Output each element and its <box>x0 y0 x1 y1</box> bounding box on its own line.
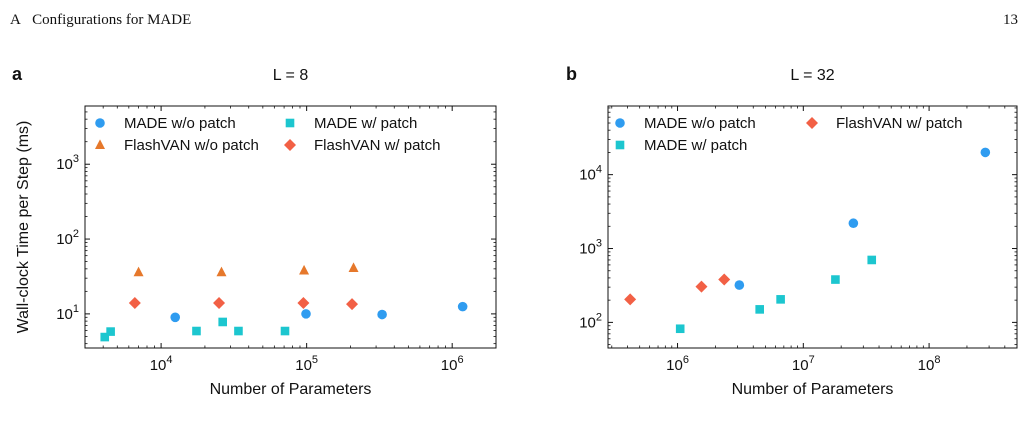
panel-a: a L = 8 104 105 106 101 102 103 Number of Parame… <box>12 64 497 398</box>
minor-ticks <box>608 106 1017 348</box>
x-tick-label: 106 <box>666 354 689 374</box>
legend-label: FlashVAN w/ patch <box>836 115 962 132</box>
y-tick-label: 102 <box>56 228 79 248</box>
series-flashvan-w-patch <box>128 296 359 311</box>
panel-label: b <box>566 64 577 84</box>
data-point <box>848 218 859 229</box>
data-point <box>695 280 708 293</box>
legend-marker <box>95 139 105 149</box>
panel-b: b L = 32 106 107 108 102 103 104 Number of Param… <box>566 64 1018 398</box>
data-point <box>624 293 637 306</box>
legend-label: MADE w/o patch <box>644 115 756 132</box>
legend-marker <box>615 140 625 150</box>
legend-label: MADE w/ patch <box>314 115 417 132</box>
legend-marker <box>95 118 105 128</box>
data-point <box>348 262 359 273</box>
legend-marker <box>285 118 295 128</box>
series-made-w-o-patch <box>170 301 468 323</box>
x-tick-label: 108 <box>918 354 941 374</box>
y-tick-label: 102 <box>579 311 602 331</box>
x-axis-label: Number of Parameters <box>210 381 372 398</box>
series-made-w-patch <box>675 255 877 334</box>
legend-label: FlashVAN w/ patch <box>314 137 440 154</box>
data-point <box>867 255 877 265</box>
data-point <box>980 147 991 158</box>
y-tick-label: 103 <box>579 238 602 258</box>
data-point <box>776 295 785 304</box>
series-flashvan-w-patch <box>624 273 731 306</box>
y-tick-label: 101 <box>56 303 79 323</box>
panel-label: a <box>12 64 23 84</box>
chart-title: L = 32 <box>790 67 834 84</box>
data-point <box>734 280 745 290</box>
x-tick-label: 105 <box>295 354 318 374</box>
x-tick-label: 107 <box>792 354 815 374</box>
running-head: A Configurations for MADE <box>10 12 191 29</box>
data-point <box>377 309 387 320</box>
legend: MADE w/o patch FlashVAN w/ patch MADE w/ p… <box>615 115 962 154</box>
y-tick-label: 104 <box>579 164 602 184</box>
page-number: 13 <box>1003 12 1018 28</box>
data-point <box>213 296 226 309</box>
data-point <box>216 266 227 277</box>
data-point <box>218 317 228 327</box>
data-point <box>755 305 764 314</box>
legend-label: MADE w/o patch <box>124 115 236 132</box>
data-point <box>234 326 243 336</box>
x-tick-label: 104 <box>150 354 173 374</box>
legend-label: FlashVAN w/o patch <box>124 137 259 154</box>
data-point <box>346 298 359 311</box>
y-axis-label: Wall-clock Time per Step (ms) <box>15 121 32 334</box>
data-point <box>675 324 685 334</box>
plot-frame <box>84 105 497 349</box>
data-point <box>301 309 311 319</box>
data-point <box>128 296 141 309</box>
data-point <box>192 326 201 336</box>
chart-title: L = 8 <box>273 67 309 84</box>
data-point <box>299 264 310 275</box>
series-made-w-patch <box>100 317 290 342</box>
plot-frame <box>607 105 1018 349</box>
data-point <box>718 273 731 286</box>
data-point <box>831 275 840 284</box>
y-tick-label: 103 <box>56 153 79 173</box>
data-point <box>280 326 290 336</box>
series-flashvan-w-o-patch <box>133 262 359 277</box>
data-point <box>170 312 181 323</box>
data-point <box>133 266 144 277</box>
legend: MADE w/o patch MADE w/ patch FlashVAN w/o … <box>95 115 440 154</box>
data-point <box>457 301 468 312</box>
section-label: A <box>10 12 21 28</box>
legend-label: MADE w/ patch <box>644 137 747 154</box>
legend-marker <box>806 117 818 129</box>
data-point <box>106 327 115 336</box>
x-tick-label: 106 <box>441 354 464 374</box>
legend-marker <box>284 139 296 151</box>
data-point <box>100 332 110 342</box>
minor-ticks <box>85 106 496 348</box>
x-axis-label: Number of Parameters <box>732 381 894 398</box>
section-title: Configurations for MADE <box>32 12 192 28</box>
legend-marker <box>615 118 625 128</box>
series-made-w-o-patch <box>734 147 991 290</box>
data-point <box>297 296 310 309</box>
